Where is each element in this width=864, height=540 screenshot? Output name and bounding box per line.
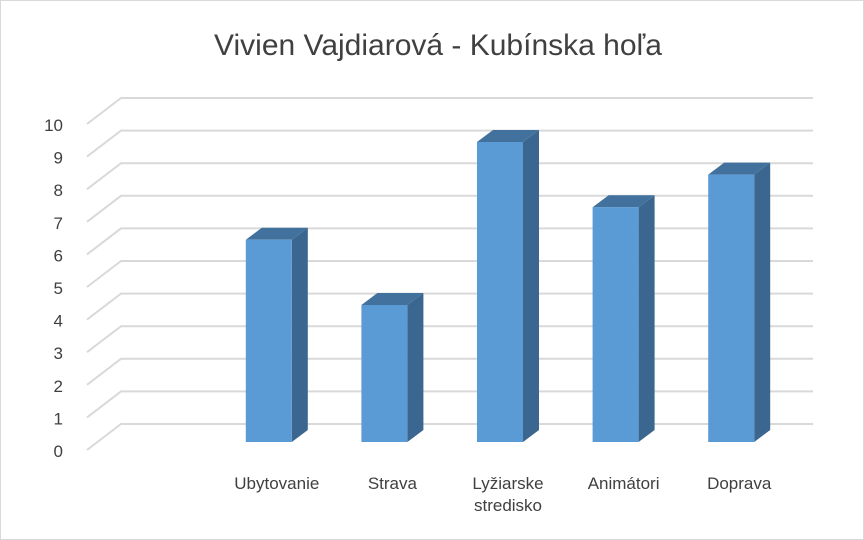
y-tick-label: 0 xyxy=(54,442,63,461)
x-category-label: Animátori xyxy=(588,474,660,493)
bar-top xyxy=(245,227,308,240)
gridline xyxy=(86,162,813,190)
bar-front xyxy=(477,142,523,442)
gridline xyxy=(86,292,813,321)
bar-top xyxy=(708,162,771,175)
gridline xyxy=(86,97,813,125)
y-tick-label: 10 xyxy=(44,116,63,135)
chart-title: Vivien Vajdiarová - Kubínska hoľa xyxy=(214,29,662,62)
y-tick-label: 1 xyxy=(54,409,63,428)
gridline xyxy=(86,129,813,158)
y-tick-label: 6 xyxy=(54,246,63,265)
bar xyxy=(245,227,308,442)
y-tick-label: 7 xyxy=(54,214,63,233)
bar-front xyxy=(592,207,639,442)
bar-side xyxy=(407,293,424,442)
y-axis-ticks: 0 1 2 3 4 5 6 7 8 9 10 xyxy=(44,116,63,461)
bar-front xyxy=(245,239,292,442)
gridlines xyxy=(86,97,813,451)
bar xyxy=(708,162,771,442)
bar-front xyxy=(361,305,408,442)
y-tick-label: 9 xyxy=(54,149,63,168)
y-tick-label: 2 xyxy=(54,377,63,396)
bar-side xyxy=(754,162,771,442)
bar-top xyxy=(477,130,539,142)
bar-front xyxy=(708,174,755,442)
gridline xyxy=(86,390,813,419)
bar-side xyxy=(291,227,308,442)
gridline xyxy=(86,260,813,288)
x-category-label: Strava xyxy=(368,474,418,493)
bar-top xyxy=(592,195,655,208)
gridline xyxy=(86,357,813,386)
gridline xyxy=(86,227,813,256)
bar xyxy=(477,130,539,442)
x-category-label: Ubytovanie xyxy=(234,474,319,493)
y-tick-label: 3 xyxy=(54,344,63,363)
x-category-label: Lyžiarske stredisko xyxy=(472,474,543,515)
bar xyxy=(592,195,655,442)
bar xyxy=(361,293,424,442)
bars xyxy=(245,130,771,442)
category-labels: Ubytovanie Strava Lyžiarske stredisko Animát… xyxy=(234,474,772,515)
bar-top xyxy=(361,293,424,305)
gridline xyxy=(86,325,813,353)
y-tick-label: 8 xyxy=(54,181,63,200)
y-tick-label: 5 xyxy=(54,279,63,298)
gridline xyxy=(86,194,813,223)
x-category-label: Doprava xyxy=(707,474,772,493)
bar-side xyxy=(638,195,655,442)
bar-side xyxy=(523,130,539,442)
y-tick-label: 4 xyxy=(54,312,63,331)
gridline xyxy=(86,423,813,451)
